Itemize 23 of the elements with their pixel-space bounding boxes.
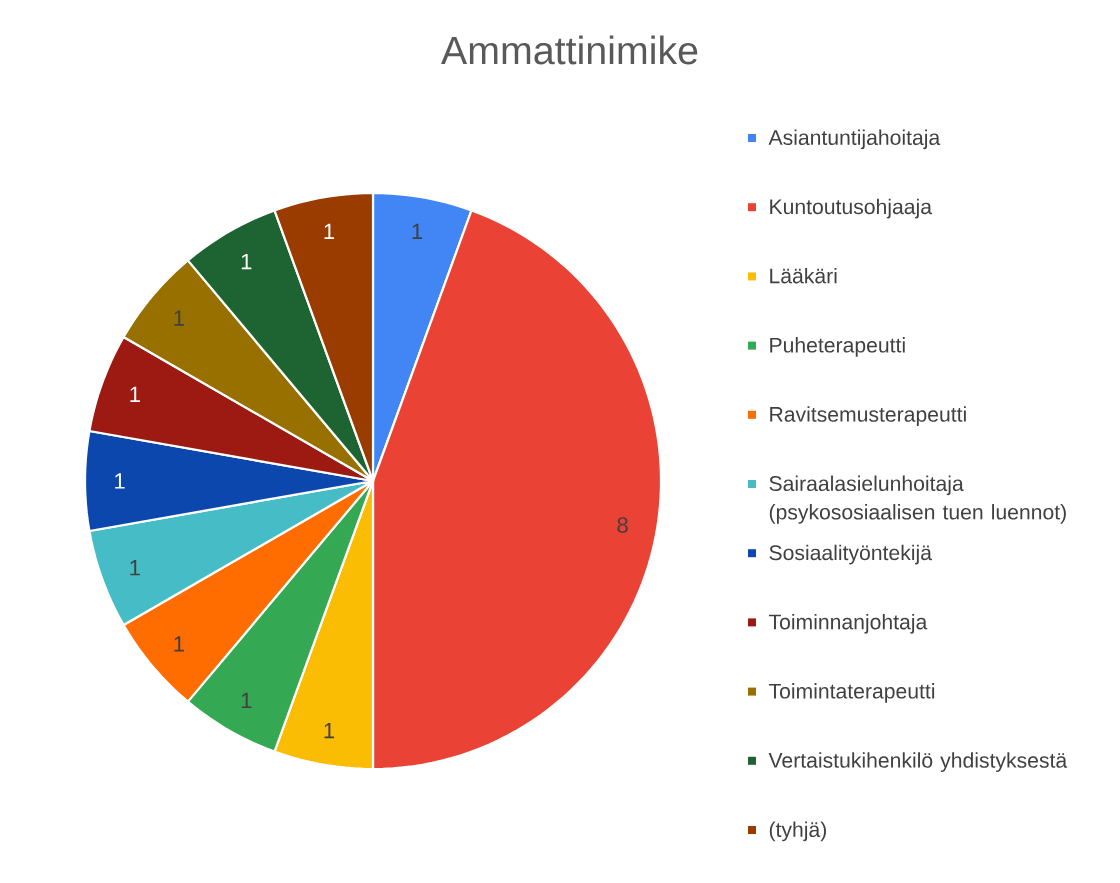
data-label: 1 xyxy=(130,386,140,402)
legend-label: Sairaalasielunhoitaja (psykososiaalisen tuen luennot) xyxy=(769,475,1066,524)
data-label: 1 xyxy=(130,560,140,576)
data-label: 8 xyxy=(617,517,628,533)
legend-label: Asiantuntijahoitaja xyxy=(768,129,941,150)
data-label: 1 xyxy=(174,636,184,652)
legend-label: Vertaistukihenkilö yhdistyksestä xyxy=(768,752,1068,773)
legend-label: (tyhjä) xyxy=(769,821,826,842)
data-label: 1 xyxy=(241,692,252,709)
data-label: 1 xyxy=(241,253,252,270)
legend-label: Toimintaterapeutti xyxy=(768,683,935,703)
data-label: 1 xyxy=(115,473,125,489)
data-label: 1 xyxy=(324,722,335,739)
data-label: 1 xyxy=(174,310,184,326)
legend-label: Toiminnanjohtaja xyxy=(768,613,928,634)
legend-label: Lääkäri xyxy=(770,267,837,284)
legend-label: Ravitsemusterapeutti xyxy=(770,406,966,427)
legend-label: Kuntoutusohjaaja xyxy=(770,198,932,219)
chart-title: Ammattinimike xyxy=(441,35,698,65)
legend-label: Puheterapeutti xyxy=(770,337,905,357)
data-label: 1 xyxy=(412,223,423,240)
legend-label: Sosiaalityöntekijä xyxy=(769,544,932,565)
data-label: 1 xyxy=(324,223,335,240)
